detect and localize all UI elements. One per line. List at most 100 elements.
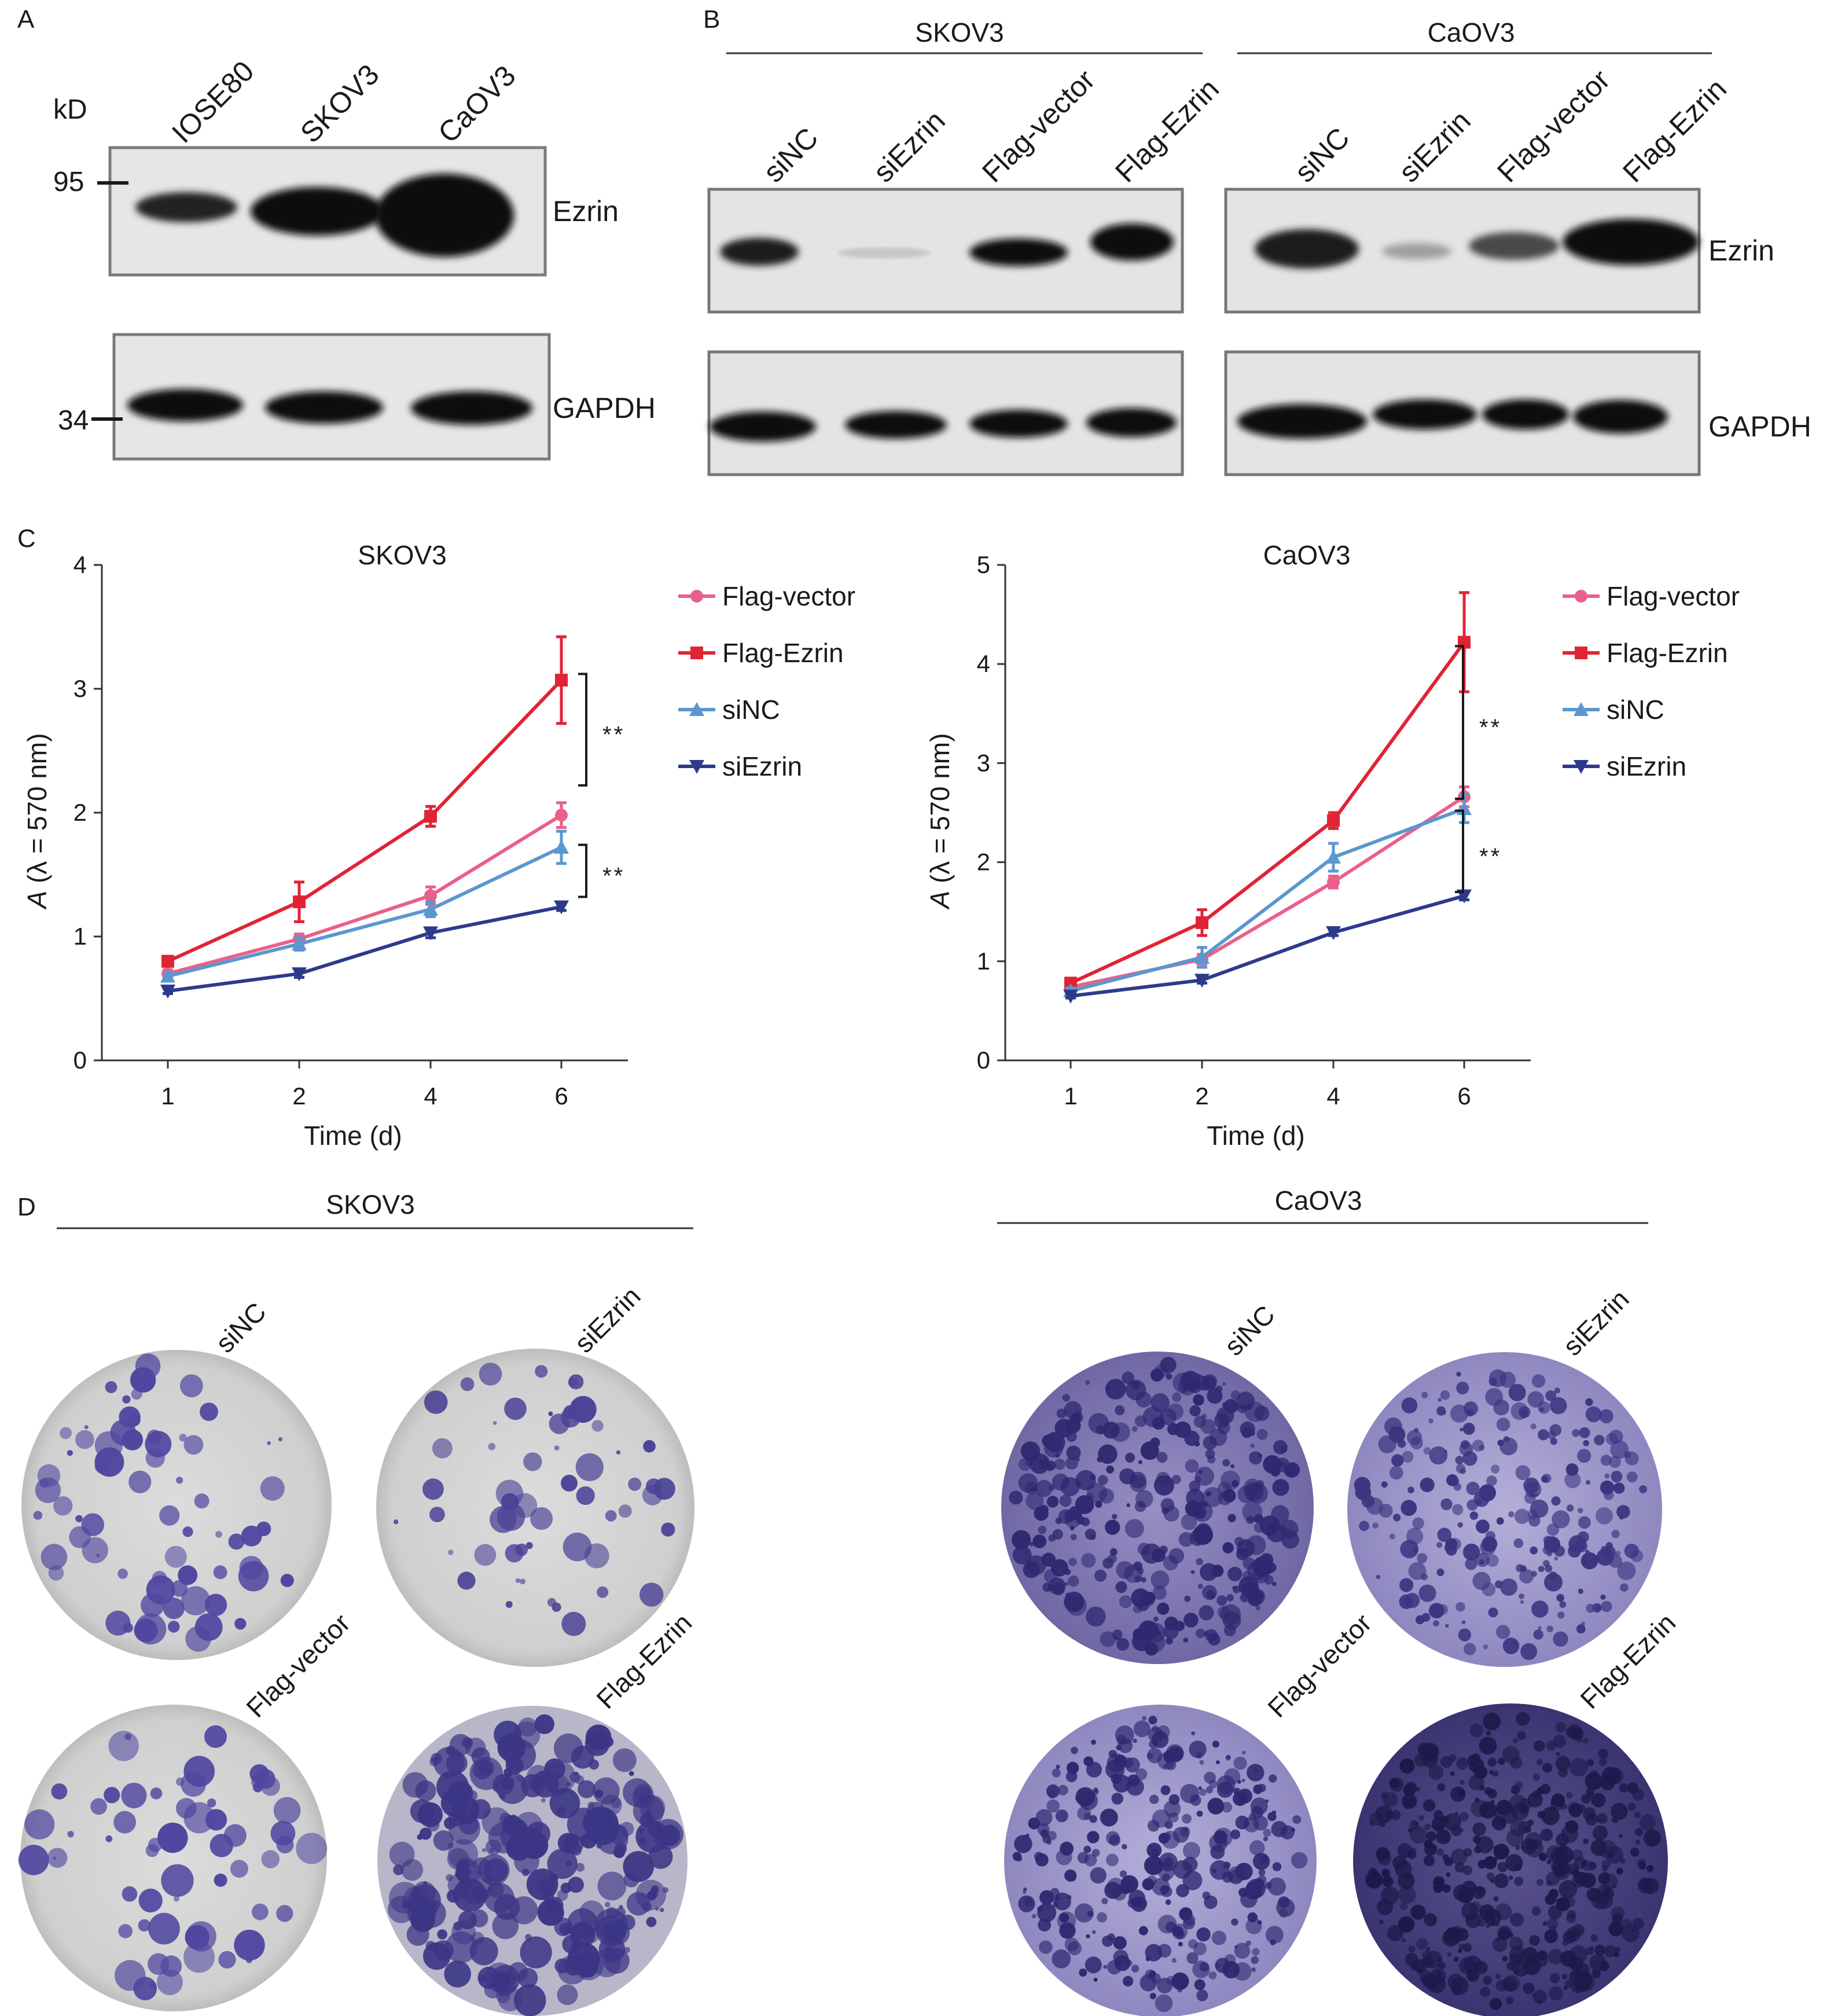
data-point	[1327, 875, 1340, 888]
colony	[453, 1893, 458, 1899]
colony	[1122, 1844, 1127, 1850]
colony	[1146, 1753, 1153, 1760]
colony	[1483, 1712, 1501, 1731]
colony	[1498, 1929, 1510, 1940]
colony	[1023, 1888, 1027, 1892]
colony	[1488, 1378, 1497, 1386]
colony	[1084, 1853, 1097, 1867]
colony	[1423, 1799, 1436, 1812]
colony	[576, 1486, 595, 1505]
colony	[1157, 1977, 1173, 1993]
colony	[1497, 1440, 1504, 1446]
panel-label-d: D	[17, 1193, 36, 1221]
colony	[1578, 1588, 1583, 1594]
colony	[1540, 1828, 1553, 1841]
colony	[1569, 1758, 1588, 1777]
colony	[1585, 1549, 1590, 1554]
colony	[280, 1574, 294, 1587]
colony	[1490, 1464, 1500, 1474]
colony	[1531, 1570, 1537, 1577]
colony	[1026, 1492, 1044, 1510]
colony	[1077, 1806, 1091, 1821]
colony	[624, 1947, 630, 1953]
colony	[1241, 1778, 1245, 1782]
colony	[1472, 1822, 1486, 1837]
colony	[478, 1974, 487, 1983]
colony	[1355, 1484, 1372, 1500]
colony	[1233, 1585, 1241, 1593]
colony	[561, 1474, 578, 1492]
colony	[1467, 1499, 1478, 1511]
y-axis-label-skov3: A (λ = 570 nm)	[22, 733, 52, 910]
colony	[84, 1425, 89, 1430]
colony	[1454, 1811, 1459, 1816]
dish-label-skov3-sinc: siNC	[210, 1297, 271, 1358]
colony	[1496, 1517, 1504, 1525]
legend-marker	[1574, 702, 1589, 716]
colony	[1550, 1973, 1560, 1984]
colony	[1632, 1918, 1644, 1930]
colony	[1389, 1533, 1396, 1540]
colony	[1456, 1371, 1461, 1377]
data-point	[423, 926, 438, 941]
colony	[1585, 1406, 1602, 1423]
colony	[1401, 1397, 1418, 1413]
colony	[1444, 1857, 1453, 1866]
colony	[1272, 1479, 1289, 1496]
colony	[1083, 1756, 1094, 1767]
colony	[1359, 1521, 1370, 1532]
colony	[1490, 1997, 1502, 2010]
colony	[1035, 1809, 1053, 1826]
colony	[1105, 1379, 1126, 1400]
colony	[1127, 1898, 1138, 1908]
panel-b-title-skov3: SKOV3	[915, 17, 1004, 47]
marker-95: 95	[53, 167, 84, 197]
colony	[1591, 1793, 1606, 1808]
colony	[1397, 1440, 1406, 1448]
colony	[1217, 1421, 1230, 1434]
marker-34: 34	[58, 405, 89, 436]
colony	[1230, 1464, 1234, 1468]
colony	[1056, 1849, 1072, 1866]
colony	[568, 1374, 584, 1390]
y-tick-label: 0	[73, 1046, 87, 1074]
colony	[1601, 1873, 1618, 1890]
colony	[1479, 1484, 1496, 1501]
colony	[1598, 1749, 1609, 1759]
colony	[1168, 1812, 1179, 1823]
colony	[128, 1470, 152, 1493]
colony	[1238, 1404, 1248, 1413]
colony	[659, 1907, 664, 1912]
colony	[1479, 1736, 1497, 1755]
colony	[1613, 1952, 1620, 1958]
colony	[1515, 1781, 1523, 1790]
data-point	[160, 968, 175, 983]
colony	[104, 1787, 120, 1804]
colony	[1133, 1628, 1145, 1641]
colony	[1086, 1934, 1090, 1938]
colony	[1267, 1877, 1286, 1896]
colony	[183, 1435, 204, 1455]
colony	[1531, 1600, 1549, 1618]
colony	[1523, 1477, 1539, 1493]
data-point	[1196, 916, 1208, 930]
colony	[1100, 1808, 1118, 1827]
colony	[545, 1899, 557, 1911]
colony	[1552, 1510, 1570, 1529]
chart-title-skov3: SKOV3	[358, 540, 446, 570]
colony	[1611, 1906, 1624, 1920]
colony	[1533, 1740, 1545, 1752]
significance-bracket	[578, 843, 587, 898]
lane-label-b2-flag-ezrin: Flag-Ezrin	[1616, 72, 1733, 189]
colony	[1086, 1606, 1106, 1626]
colony	[1479, 1445, 1485, 1451]
colony	[1233, 1756, 1247, 1770]
colony	[1184, 1613, 1199, 1628]
colony	[1417, 1553, 1428, 1564]
dish-label-caov3-sinc: siNC	[1218, 1299, 1280, 1361]
colony	[1494, 1873, 1509, 1889]
colony	[1140, 1441, 1159, 1460]
colony	[1643, 1829, 1661, 1847]
colony	[1384, 1876, 1391, 1883]
colony	[1440, 1498, 1453, 1511]
